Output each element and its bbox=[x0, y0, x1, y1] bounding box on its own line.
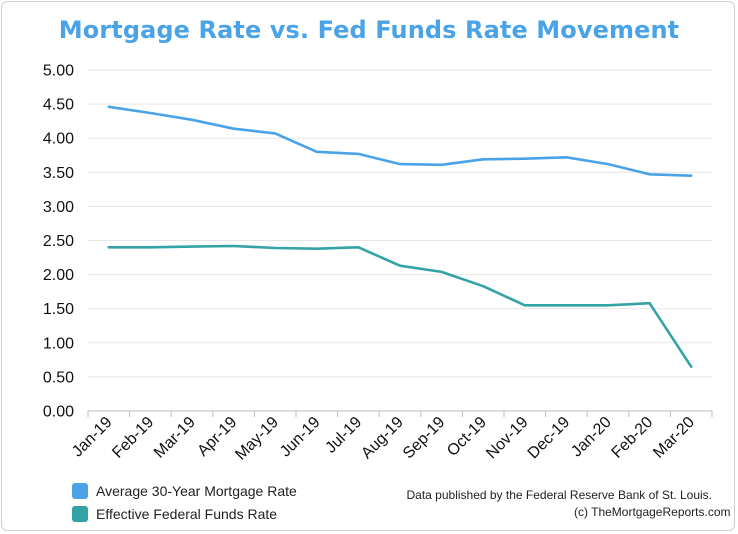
x-tick-label: Oct-19 bbox=[444, 414, 490, 460]
data-point-mortgage bbox=[274, 132, 276, 134]
x-tick-label: Mar-19 bbox=[151, 414, 199, 462]
data-point-fed-funds bbox=[607, 304, 609, 306]
legend-label-mortgage: Average 30-Year Mortgage Rate bbox=[96, 483, 297, 499]
data-point-mortgage bbox=[357, 153, 359, 155]
x-tick-label: Aug-19 bbox=[358, 414, 407, 463]
y-tick-label: 4.50 bbox=[43, 97, 74, 114]
data-point-mortgage bbox=[440, 164, 442, 166]
legend-item-mortgage: Average 30-Year Mortgage Rate bbox=[72, 483, 297, 499]
data-point-fed-funds bbox=[274, 247, 276, 249]
data-point-mortgage bbox=[648, 173, 650, 175]
data-point-fed-funds bbox=[191, 245, 193, 247]
data-point-mortgage bbox=[108, 106, 110, 108]
data-point-fed-funds bbox=[149, 246, 151, 248]
legend-item-fed-funds: Effective Federal Funds Rate bbox=[72, 506, 277, 522]
source-note: Data published by the Federal Reserve Ba… bbox=[406, 488, 712, 502]
x-tick-label: Jan-19 bbox=[69, 414, 116, 461]
x-tick-label: May-19 bbox=[232, 414, 282, 464]
data-point-fed-funds bbox=[440, 271, 442, 273]
data-point-mortgage bbox=[232, 127, 234, 129]
x-tick-label: Dec-19 bbox=[525, 414, 574, 463]
y-tick-label: 1.00 bbox=[43, 335, 74, 352]
legend-swatch-fed-funds bbox=[72, 506, 88, 522]
data-point-mortgage bbox=[191, 119, 193, 121]
y-tick-label: 4.00 bbox=[43, 131, 74, 148]
data-point-fed-funds bbox=[690, 365, 692, 367]
data-point-mortgage bbox=[524, 157, 526, 159]
data-point-mortgage bbox=[149, 112, 151, 114]
data-point-fed-funds bbox=[232, 245, 234, 247]
data-point-fed-funds bbox=[648, 302, 650, 304]
y-tick-label: 0.50 bbox=[43, 369, 74, 386]
x-tick-label: Feb-20 bbox=[609, 414, 657, 462]
data-point-mortgage bbox=[607, 163, 609, 165]
y-tick-label: 1.50 bbox=[43, 301, 74, 318]
data-point-mortgage bbox=[690, 175, 692, 177]
legend-swatch-mortgage bbox=[72, 483, 88, 499]
x-tick-label: Jun-19 bbox=[277, 414, 324, 461]
data-point-fed-funds bbox=[399, 265, 401, 267]
data-point-fed-funds bbox=[524, 304, 526, 306]
data-point-mortgage bbox=[399, 163, 401, 165]
x-tick-label: Jan-20 bbox=[568, 414, 615, 461]
y-tick-label: 3.50 bbox=[43, 165, 74, 182]
x-tick-label: Feb-19 bbox=[109, 414, 157, 462]
copyright-note: (c) TheMortgageReports.com bbox=[574, 505, 731, 519]
data-point-fed-funds bbox=[108, 246, 110, 248]
data-point-fed-funds bbox=[565, 304, 567, 306]
y-tick-label: 3.00 bbox=[43, 199, 74, 216]
data-point-fed-funds bbox=[357, 246, 359, 248]
series-line-fed-funds-rate bbox=[107, 244, 693, 369]
data-point-mortgage bbox=[565, 156, 567, 158]
x-tick-label: Nov-19 bbox=[483, 414, 532, 463]
data-point-mortgage bbox=[316, 151, 318, 153]
series-line-mortgage-rate bbox=[107, 105, 693, 177]
y-tick-label: 2.50 bbox=[43, 233, 74, 250]
x-tick-label: Mar-20 bbox=[650, 414, 698, 462]
data-point-fed-funds bbox=[316, 247, 318, 249]
chart-title: Mortgage Rate vs. Fed Funds Rate Movemen… bbox=[58, 16, 680, 44]
x-tick-label: Sep-19 bbox=[400, 414, 449, 463]
data-point-mortgage bbox=[482, 158, 484, 160]
data-point-fed-funds bbox=[482, 285, 484, 287]
y-tick-label: 5.00 bbox=[43, 63, 74, 80]
y-tick-label: 0.00 bbox=[43, 404, 74, 421]
legend-label-fed-funds: Effective Federal Funds Rate bbox=[96, 506, 278, 522]
y-tick-label: 2.00 bbox=[43, 267, 74, 284]
